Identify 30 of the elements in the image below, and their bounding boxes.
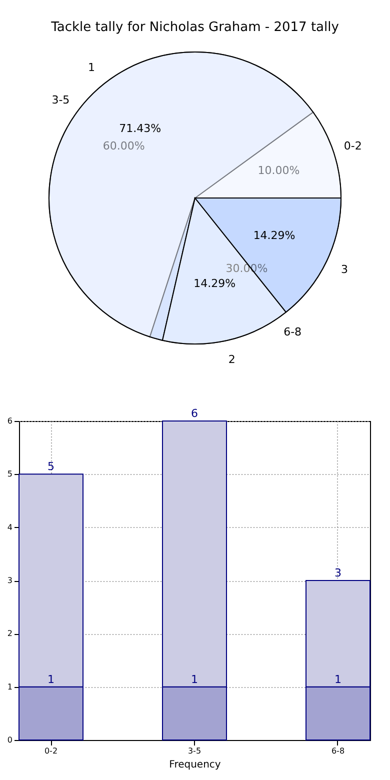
- slice-label: 0-2: [344, 140, 362, 153]
- slice-label: 3: [341, 263, 348, 276]
- slice-label: 3-5: [52, 93, 70, 106]
- data-label: 1: [334, 672, 342, 686]
- total-label: 3: [334, 566, 342, 580]
- slice-label: 2: [228, 352, 236, 366]
- x-axis-title: Frequency: [169, 760, 221, 770]
- y-tick-label: 0: [7, 736, 12, 744]
- slice-label: 1: [88, 61, 96, 74]
- y-tick-label: 4: [7, 522, 12, 532]
- x-tick-label: 0-2: [44, 746, 58, 756]
- data-label: 71.43%: [119, 122, 162, 136]
- x-tick-label: 6-8: [331, 746, 345, 756]
- data-label: 1: [48, 672, 54, 686]
- y-tick-label: 3: [7, 576, 12, 585]
- x-tick-label: 3-5: [188, 746, 202, 756]
- data-label: 10.00%: [258, 164, 300, 177]
- pie-slice: [194, 198, 342, 313]
- data-label: 1: [191, 672, 198, 686]
- data-label: 14.29%: [253, 229, 296, 242]
- y-tick-label: 1: [7, 682, 12, 692]
- y-tick-label: 5: [7, 470, 12, 479]
- slice-label: 6-8: [284, 325, 302, 338]
- total-label: 5: [48, 460, 54, 474]
- data-label: 14.29%: [194, 276, 236, 290]
- chart-title: Tackle tally for Nicholas Graham - 2017 tally: [50, 20, 340, 35]
- data-label: 60.00%: [102, 139, 145, 152]
- total-label: 6: [191, 407, 198, 420]
- y-tick-label: 6: [7, 416, 12, 426]
- y-tick-label: 2: [7, 629, 12, 638]
